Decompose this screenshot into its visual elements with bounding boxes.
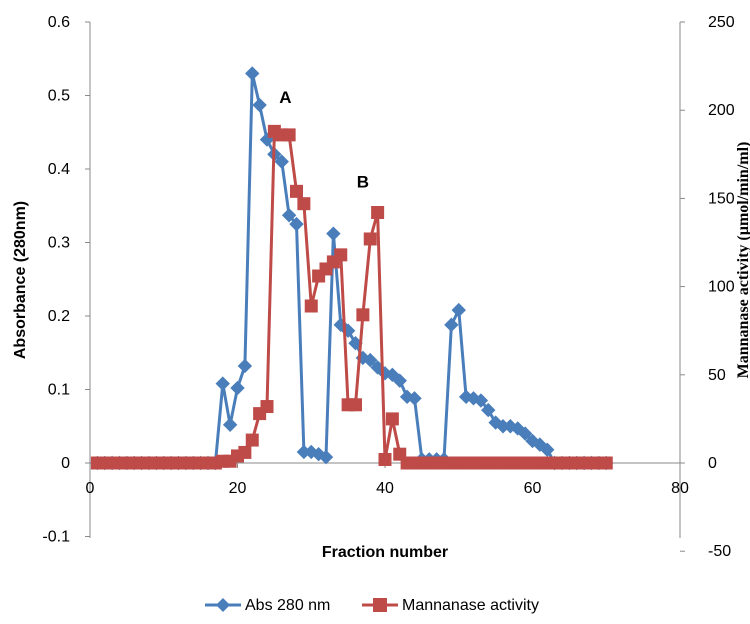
data-point [517,426,533,441]
y-axis-title: Absorbance (280nm) [12,201,29,359]
x-tick-label: 40 [376,480,394,497]
series-layer [90,66,614,471]
y-tick-label: 0 [61,455,70,472]
data-point [237,358,253,374]
series-line [97,129,607,465]
data-point [363,232,377,246]
data-point [407,391,422,406]
y-tick-label: 0.1 [48,382,70,399]
data-point [238,445,252,459]
y2-tick-label: -50 [708,543,731,560]
annotations: AB [279,88,369,192]
y2-tick-label: 150 [708,190,735,207]
y-tick-label: -0.1 [42,529,70,546]
data-point [222,417,238,432]
data-point [481,402,496,418]
data-point [245,66,260,81]
data-point [215,376,230,391]
y-tick-label: 0.6 [48,14,70,31]
data-point [363,352,378,368]
y-tick-label: 0.5 [48,88,70,105]
legend: Abs 280 nm Mannanase activity [205,597,539,614]
x-tick-label: 60 [524,480,542,497]
y-tick-label: 0.3 [48,235,70,252]
data-point [304,299,318,313]
data-point [473,393,489,408]
x-tick-label: 20 [229,480,247,497]
data-point [230,380,245,396]
y2-axis-title: Mannanase activity (µmol/min/ml) [735,142,750,379]
data-point [252,97,267,113]
data-point [326,226,341,241]
data-point [378,452,392,466]
data-point [349,398,362,412]
data-point [290,184,303,198]
series-2 [90,124,613,470]
data-point [444,317,459,333]
y-tick-label: 0.4 [48,161,70,178]
annotation-label: B [357,172,369,191]
x-axis-title: Fraction number [322,544,448,561]
data-point [540,442,555,457]
y2-tick-label: 50 [708,367,726,384]
data-point [274,154,289,169]
data-point [451,302,466,318]
y2-tick-label: 0 [708,455,717,472]
y2-tick-label: 100 [708,279,735,296]
data-point [356,308,370,322]
data-point [297,197,311,211]
data-point [318,449,334,465]
x-tick-label: 0 [86,480,95,497]
data-point [289,216,304,232]
data-point [385,412,399,426]
data-point [334,248,348,262]
legend-marker-square [373,598,387,612]
data-point [245,433,259,447]
data-point [392,373,407,388]
data-point [260,400,274,414]
axes: -0.100.10.20.30.40.50.6-5005010015020025… [12,14,750,561]
data-point [282,128,296,142]
y2-tick-label: 200 [708,102,735,119]
data-point [371,206,385,220]
x-tick-label: 80 [671,480,689,497]
annotation-label: A [279,88,291,107]
legend-marker-diamond [216,598,230,612]
data-point [599,456,613,470]
y-tick-label: 0.2 [48,308,70,325]
legend-label: Abs 280 nm [245,597,330,614]
legend-label: Mannanase activity [402,597,539,614]
data-point [281,208,297,223]
y2-tick-label: 250 [708,14,735,31]
